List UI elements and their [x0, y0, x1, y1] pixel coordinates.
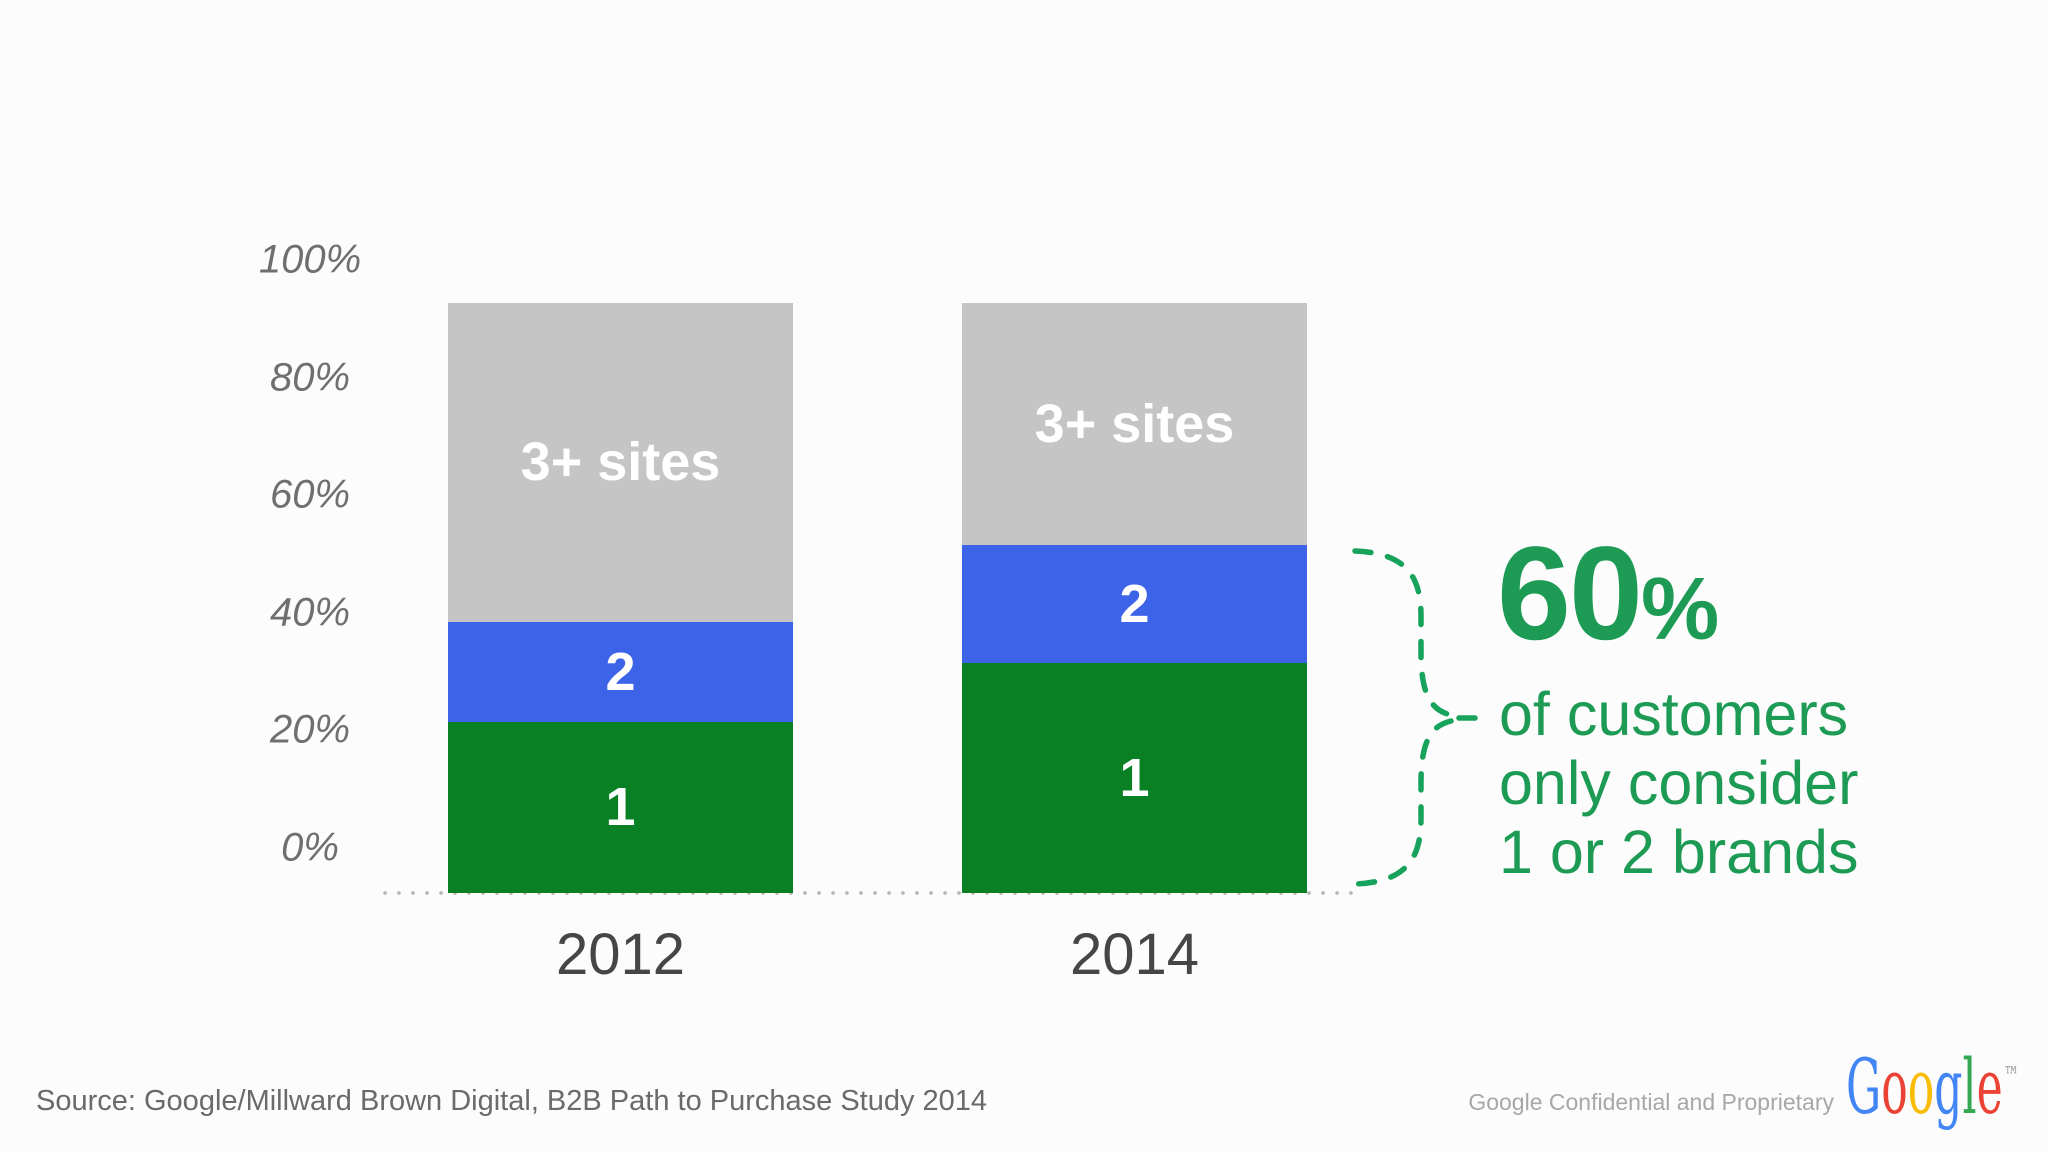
bar-segment-label: 1 — [605, 777, 636, 838]
callout-line: 1 or 2 brands — [1499, 818, 1859, 886]
y-tick-label: 60% — [269, 472, 351, 517]
bar-segment-label: 3+ sites — [1034, 393, 1235, 454]
y-tick-label: 40% — [269, 590, 351, 635]
bar-segment-label: 2 — [605, 641, 636, 702]
x-category-label: 2014 — [1069, 922, 1200, 987]
bar-segment-2014-1: 1 — [962, 662, 1307, 893]
x-axis-baseline — [383, 891, 1353, 895]
y-tick-label: 20% — [269, 707, 351, 752]
logo-letter: e — [1976, 1042, 2003, 1131]
callout-text: of customers only consider 1 or 2 brands — [1499, 680, 1858, 887]
logo-letter: l — [1962, 1042, 1977, 1131]
y-tick-label: 0% — [281, 825, 339, 870]
callout-value: 60 — [1497, 520, 1643, 668]
source-note: Source: Google/Millward Brown Digital, B… — [36, 1085, 988, 1117]
callout-line: only consider — [1499, 749, 1859, 817]
bar-segment-2012-2: 2 — [448, 621, 793, 722]
logo-letter: o — [1907, 1042, 1935, 1131]
bar-segment-label: 2 — [1119, 573, 1150, 634]
x-category-label: 2012 — [555, 922, 686, 987]
callout-line: of customers — [1499, 680, 1849, 748]
bar-segment-2014-3+ sites: 3+ sites — [962, 303, 1307, 545]
bar-segment-2014-2: 2 — [962, 544, 1307, 663]
bar-segment-2012-3+ sites: 3+ sites — [448, 303, 793, 622]
bar-segment-label: 1 — [1119, 747, 1150, 808]
y-tick-label: 80% — [269, 355, 351, 400]
bar-segment-label: 3+ sites — [520, 432, 721, 493]
logo-letter: g — [1934, 1042, 1963, 1131]
logo-letter: o — [1881, 1042, 1908, 1131]
y-tick-label: 100% — [258, 237, 362, 282]
logo-letter: G — [1846, 1042, 1882, 1131]
trademark-symbol: ™ — [2003, 1062, 2019, 1092]
confidential-note: Google Confidential and Proprietary — [1468, 1089, 1834, 1115]
callout-percent-sign: % — [1640, 559, 1720, 658]
callout-big-number: 60% — [1497, 528, 1719, 661]
bar-segment-2012-1: 1 — [448, 721, 793, 893]
google-logo: Google™ — [1846, 1049, 2019, 1125]
